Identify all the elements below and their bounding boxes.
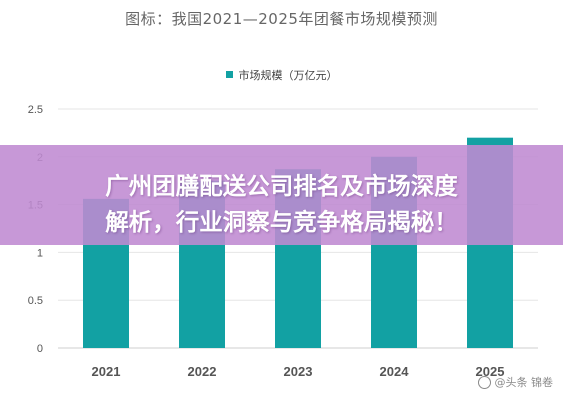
y-tick-label: 0 [37,343,43,355]
y-tick-label: 0.5 [28,295,43,307]
watermark-text: @头条 锦卷 [494,376,554,389]
y-tick-label: 1 [37,247,43,259]
camera-icon [477,375,491,389]
headline-line-1: 广州团膳配送公司排名及市场深度 [105,172,458,200]
x-tick-label: 2021 [92,364,121,379]
chart-legend: 市场规模（万亿元） [0,67,563,83]
x-tick-label: 2024 [380,364,410,379]
watermark: @头条 锦卷 [477,374,554,390]
legend-label: 市场规模（万亿元） [238,69,338,82]
headline-line-2: 解析，行业洞察与竞争格局揭秘！ [105,208,458,236]
x-tick-label: 2023 [284,364,313,379]
chart-title: 图标：我国2021—2025年团餐市场规模预测 [125,10,438,28]
legend-swatch [225,71,233,78]
x-tick-label: 2025 [476,364,505,379]
x-tick-label: 2022 [188,364,217,379]
headline-banner: 广州团膳配送公司排名及市场深度 解析，行业洞察与竞争格局揭秘！ [0,145,563,245]
y-tick-label: 2.5 [28,104,43,116]
